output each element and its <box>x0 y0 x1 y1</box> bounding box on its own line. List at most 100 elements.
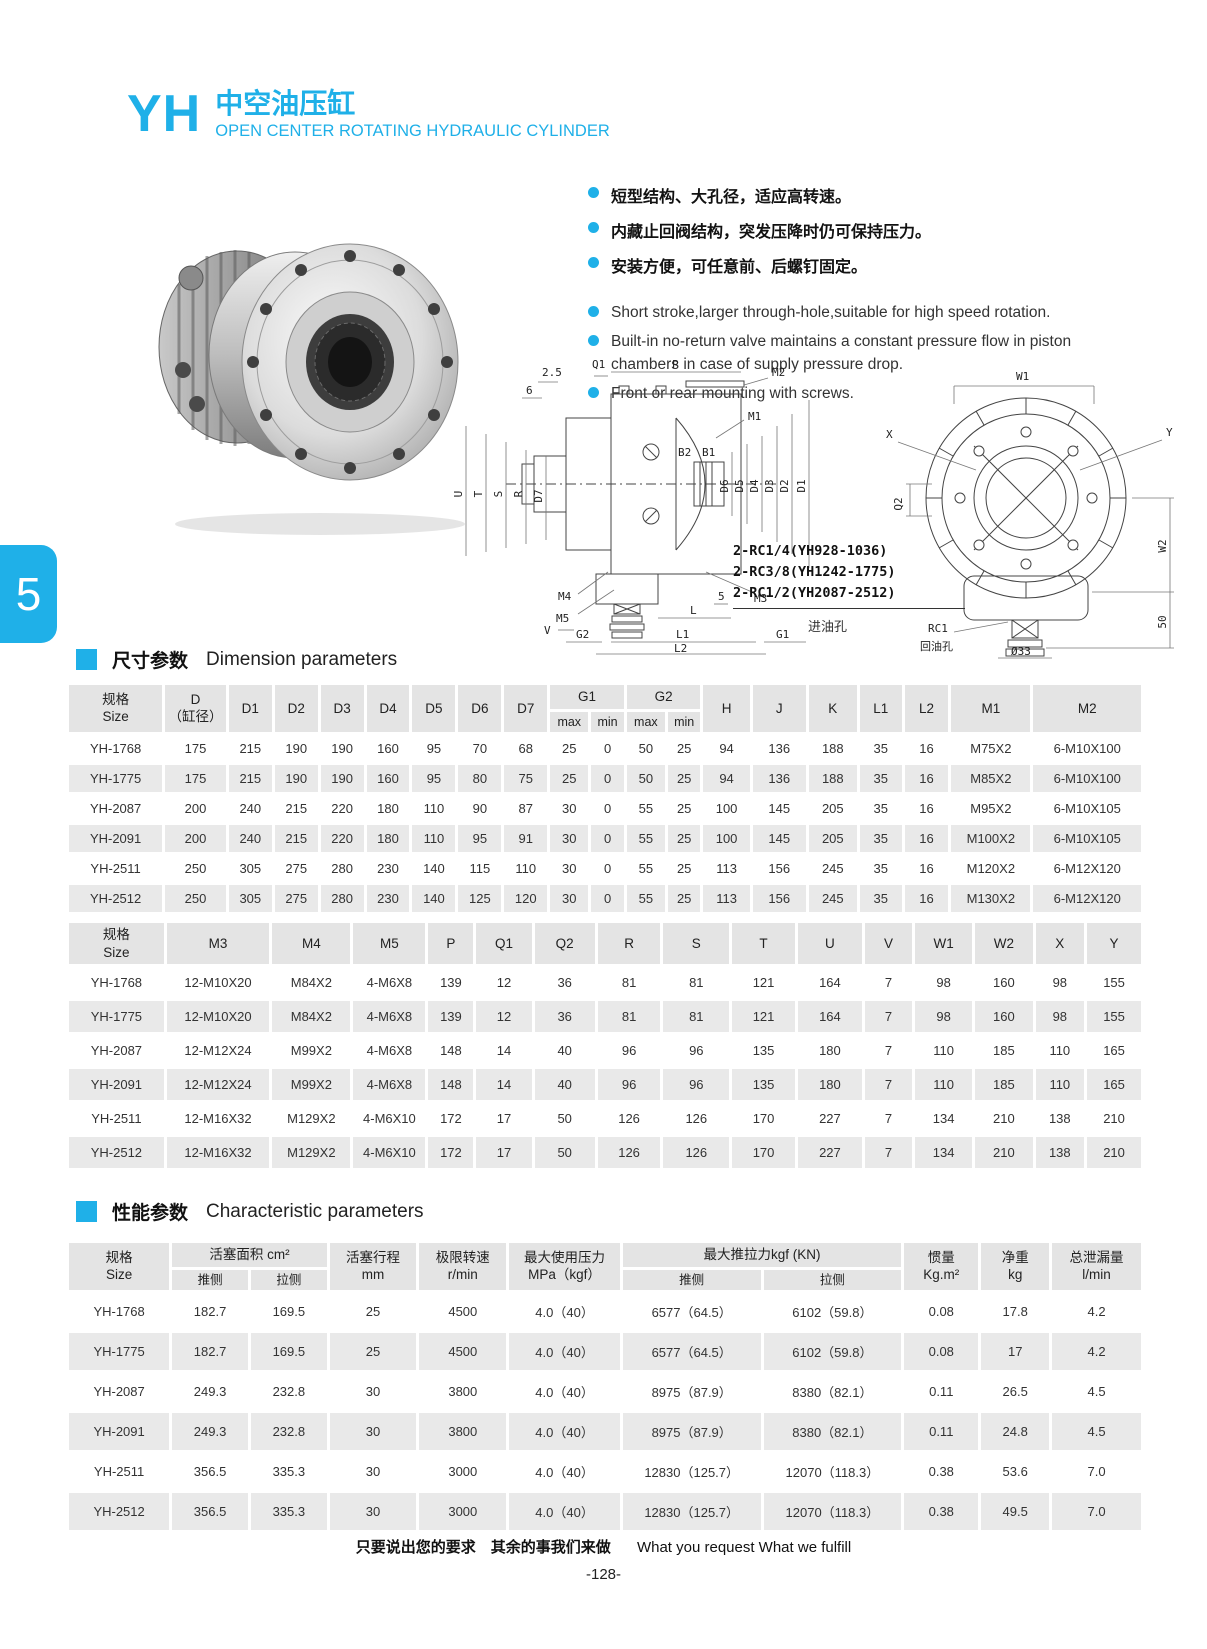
dim-label: B2 <box>678 446 691 459</box>
value-cell: 200 <box>165 794 226 822</box>
value-cell: M85X2 <box>951 764 1031 792</box>
col-header: G2 <box>626 685 701 709</box>
value-cell: 12070（118.3） <box>763 1492 902 1530</box>
value-cell: 115 <box>458 854 502 882</box>
value-cell: 25 <box>667 884 701 912</box>
col-header: 惯量 Kg.m² <box>904 1243 979 1290</box>
size-cell: YH-2512 <box>69 884 163 912</box>
value-cell: 53.6 <box>981 1452 1050 1490</box>
value-cell: 0.08 <box>904 1292 979 1330</box>
dim-label: Q2 <box>892 497 905 510</box>
value-cell: 4-M6X8 <box>353 967 426 999</box>
value-cell: 98 <box>914 967 973 999</box>
value-cell: 240 <box>228 794 272 822</box>
value-cell: 120 <box>504 884 548 912</box>
value-cell: 275 <box>274 854 318 882</box>
value-cell: 50 <box>534 1137 595 1169</box>
value-cell: 35 <box>859 854 902 882</box>
bullet-icon <box>588 222 599 233</box>
value-cell: 98 <box>1035 967 1085 999</box>
brand-logo: YH <box>127 85 202 143</box>
dim-label: 2.5 <box>542 366 562 379</box>
value-cell: 175 <box>165 764 226 792</box>
value-cell: 50 <box>626 734 665 762</box>
table-row: YH-2087 200 240 215 220 180 110 90 87 30 0 55 25 100 1… <box>69 794 1141 822</box>
col-header: M4 <box>272 923 351 965</box>
value-cell: 16 <box>904 884 949 912</box>
value-cell: 14 <box>476 1035 532 1067</box>
value-cell: 30 <box>329 1452 417 1490</box>
value-cell: 7 <box>865 1035 912 1067</box>
table-row: YH-1768 175 215 190 190 160 95 70 68 25 0 50 25 94 136… <box>69 734 1141 762</box>
col-header: W2 <box>975 923 1033 965</box>
product-photo <box>158 243 465 535</box>
port-thread-notes: 2-RC1/4(YH928-1036) 2-RC3/8(YH1242-1775)… <box>733 541 965 609</box>
value-cell: 25 <box>550 764 589 792</box>
value-cell: 35 <box>859 884 902 912</box>
col-header: K <box>808 685 857 732</box>
value-cell: 200 <box>165 824 226 852</box>
size-cell: YH-2087 <box>69 794 163 822</box>
value-cell: 165 <box>1087 1069 1141 1101</box>
value-cell: 190 <box>320 764 364 792</box>
value-cell: 139 <box>428 1001 474 1033</box>
col-header: D2 <box>274 685 318 732</box>
value-cell: 164 <box>797 1001 863 1033</box>
value-cell: 12-M16X32 <box>166 1103 270 1135</box>
value-cell: 96 <box>663 1069 730 1101</box>
value-cell: 245 <box>808 854 857 882</box>
size-cell: YH-2091 <box>69 824 163 852</box>
table-row: YH-2512 12-M16X32 M129X2 4-M6X10 172 17 50 126 1… <box>69 1137 1141 1169</box>
dim-label: M4 <box>558 590 572 603</box>
value-cell: 230 <box>366 884 410 912</box>
value-cell: 160 <box>975 1001 1033 1033</box>
dim-label: W2 <box>1156 539 1169 552</box>
inlet-port-label: 进油孔 <box>808 619 848 634</box>
value-cell: 12070（118.3） <box>763 1452 902 1490</box>
value-cell: 164 <box>797 967 863 999</box>
col-header: S <box>663 923 730 965</box>
value-cell: 25 <box>550 734 589 762</box>
feature-en: Short stroke,larger through-hole,suitabl… <box>588 302 1128 324</box>
value-cell: 180 <box>366 824 410 852</box>
value-cell: 140 <box>412 884 456 912</box>
dim-label: M3 <box>754 592 767 605</box>
value-cell: 126 <box>663 1137 730 1169</box>
col-header: M1 <box>951 685 1031 732</box>
value-cell: 6-M10X105 <box>1033 824 1141 852</box>
section-title-zh: 性能参数 <box>112 1203 189 1224</box>
value-cell: 356.5 <box>172 1452 248 1490</box>
section-dimension: 尺寸参数 Dimension parameters <box>76 646 397 673</box>
col-header: Q2 <box>534 923 595 965</box>
value-cell: 3000 <box>419 1452 507 1490</box>
value-cell: 30 <box>550 884 589 912</box>
col-header: M3 <box>166 923 270 965</box>
value-cell: 249.3 <box>172 1412 248 1450</box>
value-cell: 165 <box>1087 1035 1141 1067</box>
value-cell: 227 <box>797 1103 863 1135</box>
col-header: W1 <box>914 923 973 965</box>
value-cell: 55 <box>626 884 665 912</box>
dim-label: D1 <box>795 479 808 492</box>
value-cell: 227 <box>797 1137 863 1169</box>
value-cell: 148 <box>428 1069 474 1101</box>
value-cell: 170 <box>732 1137 795 1169</box>
dim-label: Y <box>1166 426 1173 439</box>
value-cell: 6-M10X100 <box>1033 734 1141 762</box>
value-cell: 135 <box>732 1069 795 1101</box>
value-cell: 335.3 <box>250 1492 327 1530</box>
page-title-en: OPEN CENTER ROTATING HYDRAULIC CYLINDER <box>215 122 610 141</box>
value-cell: 160 <box>366 764 410 792</box>
dim-label: S <box>492 491 505 498</box>
value-cell: 0 <box>591 764 624 792</box>
value-cell: 25 <box>667 824 701 852</box>
bullet-icon <box>588 335 599 347</box>
col-header: D4 <box>366 685 410 732</box>
value-cell: 81 <box>663 1001 730 1033</box>
col-header: 活塞面积 cm² <box>172 1243 327 1267</box>
value-cell: 12-M10X20 <box>166 1001 270 1033</box>
col-subheader: min <box>667 711 701 732</box>
size-cell: YH-2087 <box>69 1372 170 1410</box>
value-cell: 25 <box>667 764 701 792</box>
col-header: D1 <box>228 685 272 732</box>
